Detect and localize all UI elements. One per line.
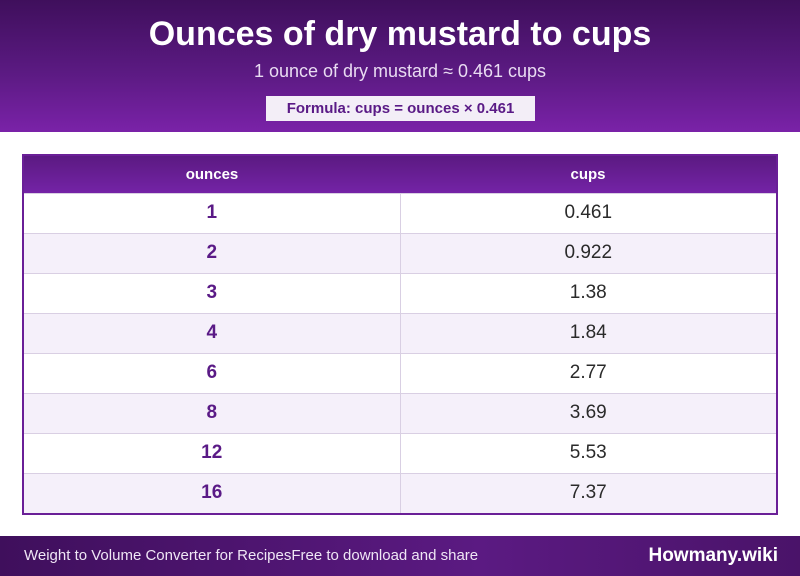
table-row: 3 1.38 bbox=[24, 273, 776, 313]
conversion-table: ounces cups 1 0.461 2 0.922 3 1.38 4 1.8… bbox=[22, 154, 778, 515]
table-row: 16 7.37 bbox=[24, 473, 776, 513]
cups-cell: 3.69 bbox=[569, 402, 607, 423]
cups-cell: 2.77 bbox=[569, 362, 607, 383]
ounces-cell: 1 bbox=[24, 193, 401, 233]
table-row: 8 3.69 bbox=[24, 393, 776, 433]
column-header-ounces: ounces bbox=[185, 165, 239, 183]
cups-cell: 1.38 bbox=[569, 282, 607, 303]
table-row: 1 0.461 bbox=[24, 193, 776, 233]
footer-caption-converter: Weight to Volume Converter for Recipes bbox=[24, 547, 292, 564]
column-header-cups: cups bbox=[570, 165, 606, 183]
table-row: 2 0.922 bbox=[24, 233, 776, 273]
table-row: 6 2.77 bbox=[24, 353, 776, 393]
footer-bar: Weight to Volume Converter for RecipesFr… bbox=[0, 536, 800, 576]
table-row: 4 1.84 bbox=[24, 313, 776, 353]
footer-caption: Weight to Volume Converter for RecipesFr… bbox=[24, 536, 478, 576]
table-header-row: ounces cups bbox=[24, 156, 776, 193]
ounces-cell: 3 bbox=[24, 273, 401, 313]
ounces-cell: 4 bbox=[24, 313, 401, 353]
footer-caption-share: Free to download and share bbox=[291, 547, 479, 564]
table-row: 12 5.53 bbox=[24, 433, 776, 473]
cups-cell: 0.461 bbox=[564, 202, 613, 223]
page-title: Ounces of dry mustard to cups bbox=[148, 15, 652, 53]
cups-cell: 0.922 bbox=[564, 242, 613, 263]
cups-cell: 5.53 bbox=[569, 442, 607, 463]
ounces-cell: 16 bbox=[24, 473, 401, 513]
ounces-cell: 8 bbox=[24, 393, 401, 433]
ounces-cell: 6 bbox=[24, 353, 401, 393]
header-banner: Ounces of dry mustard to cups 1 ounce of… bbox=[0, 0, 800, 132]
ounces-cell: 12 bbox=[24, 433, 401, 473]
ounces-cell: 2 bbox=[24, 233, 401, 273]
brand-logo-text: Howmany.wiki bbox=[648, 545, 778, 566]
cups-cell: 7.37 bbox=[569, 482, 607, 504]
formula-box: Formula: cups = ounces × 0.461 bbox=[266, 96, 535, 121]
cups-cell: 1.84 bbox=[569, 322, 607, 343]
page-subtitle: 1 ounce of dry mustard ≈ 0.461 cups bbox=[253, 61, 547, 81]
